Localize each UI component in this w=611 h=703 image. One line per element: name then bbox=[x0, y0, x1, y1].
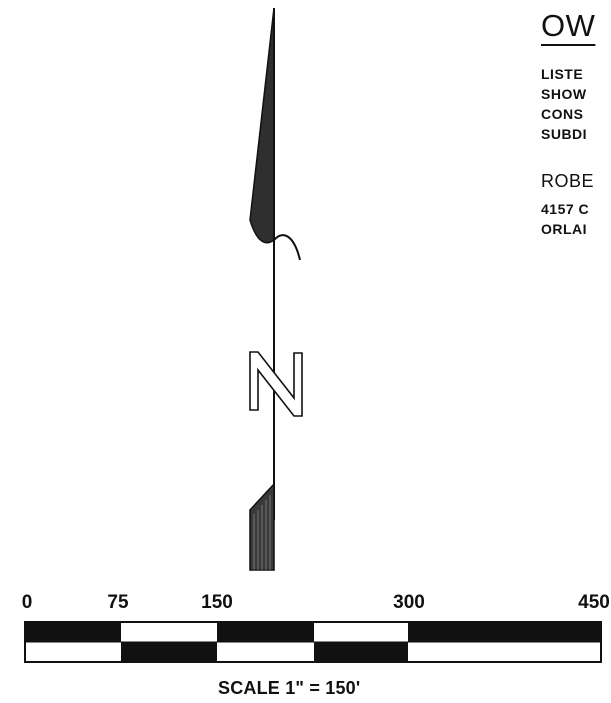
address-line: 4157 C bbox=[541, 201, 590, 217]
scale-segment bbox=[121, 642, 217, 662]
address-line: ORLAI bbox=[541, 221, 588, 237]
owner-description: LISTE SHOW CONS SUBDI bbox=[541, 64, 611, 144]
scale-segment bbox=[314, 642, 408, 662]
scale-tick-label: 0 bbox=[21, 592, 33, 613]
scale-segment bbox=[408, 622, 601, 642]
scale-tick-label: 300 bbox=[393, 592, 425, 613]
owner-line: CONS bbox=[541, 106, 584, 122]
scale-segment bbox=[25, 642, 121, 662]
scale-tick-labels: 0 75 150 300 450 bbox=[0, 592, 611, 614]
north-arrow-head bbox=[249, 7, 275, 244]
scale-segment bbox=[408, 642, 601, 662]
owner-block: OW LISTE SHOW CONS SUBDI ROBE 4157 C ORL… bbox=[541, 8, 611, 239]
scale-segment bbox=[217, 622, 314, 642]
scale-tick-label: 450 bbox=[578, 592, 610, 613]
owner-title: OW bbox=[541, 8, 596, 43]
scale-tick-label: 150 bbox=[201, 592, 233, 613]
scale-segment bbox=[121, 622, 217, 642]
owner-line: SUBDI bbox=[541, 126, 588, 142]
scale-segment bbox=[25, 622, 121, 642]
north-arrow bbox=[249, 7, 303, 571]
owner-line: SHOW bbox=[541, 86, 587, 102]
scale-bar bbox=[24, 621, 602, 663]
scale-segment bbox=[314, 622, 408, 642]
north-arrow-arc bbox=[273, 234, 301, 261]
owner-name: ROBE bbox=[541, 171, 595, 191]
owner-line: LISTE bbox=[541, 66, 584, 82]
north-arrow-n-letter bbox=[249, 351, 303, 417]
scale-tick-label: 75 bbox=[107, 592, 129, 613]
scale-segment bbox=[217, 642, 314, 662]
owner-address: 4157 C ORLAI bbox=[541, 199, 611, 239]
scale-caption: SCALE 1" = 150' bbox=[218, 678, 361, 698]
